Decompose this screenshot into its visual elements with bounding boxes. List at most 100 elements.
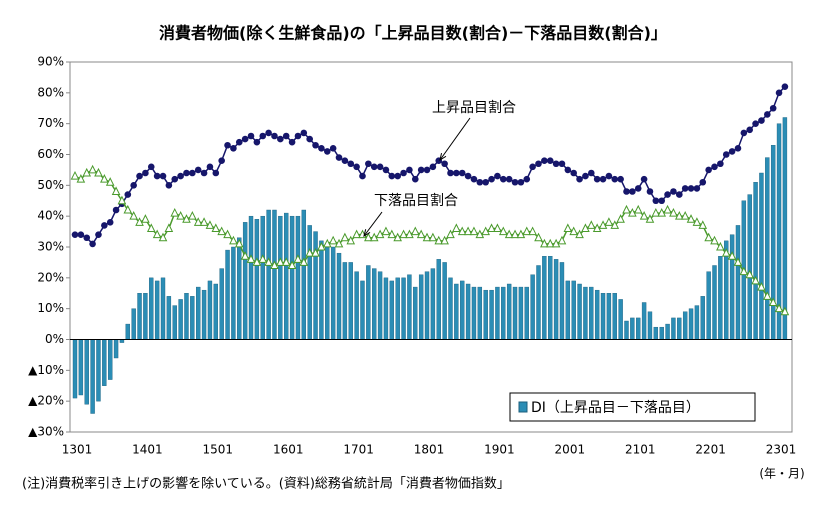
y-tick-label: 40% <box>37 209 64 223</box>
bar <box>553 259 559 340</box>
bar <box>72 339 78 399</box>
marker <box>399 229 408 239</box>
marker <box>411 175 419 183</box>
marker <box>604 217 614 226</box>
marker <box>663 204 672 214</box>
marker <box>563 223 573 232</box>
bar <box>225 249 230 340</box>
bar <box>765 157 770 340</box>
x-tick-label: 1701 <box>343 443 374 457</box>
marker <box>676 191 683 198</box>
bar <box>647 311 653 340</box>
marker <box>728 148 736 155</box>
marker <box>318 145 325 152</box>
marker <box>82 167 92 177</box>
bar <box>518 286 524 340</box>
marker <box>593 175 601 183</box>
bar <box>108 339 113 380</box>
marker <box>535 160 542 168</box>
bar <box>219 268 224 340</box>
marker <box>416 229 426 239</box>
marker <box>428 232 438 242</box>
marker <box>381 226 391 236</box>
marker <box>271 132 278 140</box>
bar <box>131 308 136 340</box>
bar <box>295 215 301 340</box>
annotation-arrowhead <box>439 153 447 162</box>
bar <box>254 219 260 340</box>
marker <box>623 188 630 195</box>
marker <box>581 223 590 232</box>
bar <box>196 286 201 340</box>
marker <box>77 231 85 238</box>
marker <box>470 175 478 183</box>
marker <box>616 214 625 223</box>
marker <box>447 169 454 177</box>
marker <box>505 175 513 183</box>
marker <box>692 217 702 226</box>
marker <box>264 257 273 266</box>
marker <box>277 135 284 143</box>
marker <box>458 169 466 177</box>
marker <box>159 172 167 180</box>
marker <box>281 257 291 266</box>
marker <box>240 251 250 260</box>
marker <box>680 211 690 220</box>
marker <box>558 160 566 168</box>
bar <box>671 317 676 340</box>
marker <box>734 145 742 152</box>
marker <box>740 129 748 137</box>
series-annotation: 下落品目割合 <box>374 192 458 209</box>
marker <box>557 235 567 245</box>
marker <box>658 197 665 205</box>
marker <box>165 182 173 189</box>
bar <box>436 259 441 340</box>
y-tick-label: 60% <box>37 147 64 161</box>
x-tick-label: 1901 <box>484 443 515 457</box>
marker <box>241 135 249 143</box>
marker <box>211 223 221 232</box>
y-tick-label: ▲20% <box>28 394 64 408</box>
bar <box>383 277 389 340</box>
marker <box>188 211 197 220</box>
bar <box>407 274 412 340</box>
marker <box>745 269 755 279</box>
marker <box>523 175 531 183</box>
bar <box>636 317 641 340</box>
bar <box>747 194 752 340</box>
marker <box>123 204 133 214</box>
bar <box>78 339 84 396</box>
y-tick-label: ▲30% <box>28 425 64 439</box>
marker <box>152 229 162 239</box>
bar <box>530 274 535 340</box>
marker <box>282 132 290 140</box>
series-annotation: 上昇品目割合 <box>432 99 516 116</box>
marker <box>693 185 701 192</box>
marker <box>312 141 319 149</box>
marker <box>657 207 667 217</box>
marker <box>775 89 783 97</box>
marker <box>629 188 636 195</box>
marker <box>334 238 344 248</box>
marker <box>516 229 526 239</box>
marker <box>669 207 678 217</box>
bar <box>372 268 377 340</box>
marker <box>464 172 472 180</box>
bar <box>729 234 735 340</box>
marker <box>142 169 149 177</box>
bar <box>190 296 195 340</box>
marker <box>482 178 489 186</box>
marker <box>246 254 256 263</box>
marker <box>230 145 237 152</box>
y-tick-label: 20% <box>37 270 64 284</box>
marker <box>287 260 297 269</box>
bar <box>536 265 541 340</box>
marker <box>582 172 589 180</box>
marker <box>769 104 777 112</box>
bar <box>483 289 488 340</box>
marker <box>545 238 555 248</box>
y-tick-label: 10% <box>37 301 64 315</box>
bar <box>418 274 424 340</box>
bar <box>559 262 565 340</box>
marker <box>328 235 338 245</box>
